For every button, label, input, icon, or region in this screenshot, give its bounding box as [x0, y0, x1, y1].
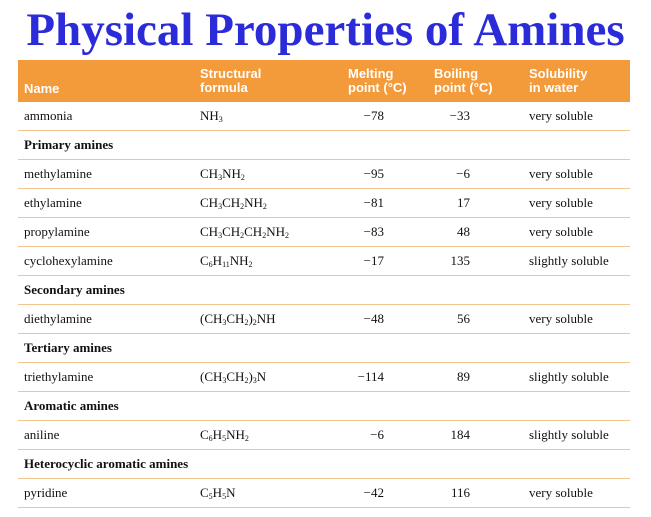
- table-row: aniline C6H5NH2 −6 184 slightly soluble: [18, 421, 630, 450]
- boiling-point: 116: [450, 485, 470, 500]
- table-row: propylamine CH3CH2CH2NH2 −83 48 very soluble: [18, 218, 630, 247]
- structural-formula: C6H5NH2: [200, 427, 249, 443]
- melting-point: −95: [363, 166, 384, 181]
- melting-point: −17: [363, 253, 384, 268]
- melting-point: −78: [363, 108, 384, 123]
- header-formula-line1: Structural: [200, 66, 262, 81]
- solubility: slightly soluble: [529, 427, 609, 442]
- group-header-row: Primary amines: [18, 131, 630, 160]
- group-label: Aromatic amines: [24, 398, 119, 413]
- melting-point: −42: [363, 485, 384, 500]
- table-row: triethylamine (CH3CH2)3N −114 89 slightly so…: [18, 363, 630, 392]
- structural-formula: CH3NH2: [200, 166, 245, 182]
- boiling-point: 184: [450, 427, 471, 442]
- header-boiling-line1: Boiling: [434, 66, 479, 81]
- melting-point: −114: [357, 369, 384, 384]
- structural-formula: C5H5N: [200, 485, 236, 501]
- melting-point: −48: [363, 311, 384, 326]
- header-solubility-line2: in water: [529, 80, 579, 95]
- amine-name: ethylamine: [24, 195, 82, 210]
- table-header: Name Structural formula Melting point (°…: [18, 60, 630, 102]
- header-melting-line2: point (°C): [348, 80, 407, 95]
- table-row: methylamine CH3NH2 −95 −6 very soluble: [18, 160, 630, 189]
- melting-point: −6: [370, 427, 384, 442]
- group-header-row: Secondary amines: [18, 276, 630, 305]
- header-boiling-line2: point (°C): [434, 80, 493, 95]
- solubility: very soluble: [529, 166, 593, 181]
- boiling-point: −33: [449, 108, 470, 123]
- amine-name: propylamine: [24, 224, 90, 239]
- table-body: ammonia NH3 −78 −33 very soluble Primary amin…: [18, 102, 630, 508]
- amine-name: ammonia: [24, 108, 73, 123]
- header-solubility-line1: Solubility: [529, 66, 588, 81]
- amine-name: diethylamine: [24, 311, 92, 326]
- boiling-point: 135: [450, 253, 471, 268]
- group-label: Primary amines: [24, 137, 114, 152]
- structural-formula: C6H11NH2: [200, 253, 253, 269]
- solubility: slightly soluble: [529, 253, 609, 268]
- solubility: very soluble: [529, 485, 593, 500]
- table-row: ethylamine CH3CH2NH2 −81 17 very soluble: [18, 189, 630, 218]
- amine-name: pyridine: [24, 485, 68, 500]
- group-header-row: Tertiary amines: [18, 334, 630, 363]
- amine-name: cyclohexylamine: [24, 253, 113, 268]
- amine-name: triethylamine: [24, 369, 94, 384]
- solubility: very soluble: [529, 195, 593, 210]
- table-row: diethylamine (CH3CH2)2NH −48 56 very soluble: [18, 305, 630, 334]
- group-label: Secondary amines: [24, 282, 125, 297]
- structural-formula: CH3CH2CH2NH2: [200, 224, 289, 240]
- header-name: Name: [24, 81, 60, 96]
- boiling-point: −6: [456, 166, 470, 181]
- amine-name: methylamine: [24, 166, 92, 181]
- solubility: very soluble: [529, 224, 593, 239]
- group-header-row: Aromatic amines: [18, 392, 630, 421]
- header-formula-line2: formula: [200, 80, 248, 95]
- amines-table: Name Structural formula Melting point (°…: [18, 60, 630, 508]
- melting-point: −83: [363, 224, 384, 239]
- group-label: Tertiary amines: [24, 340, 112, 355]
- group-header-row: Heterocyclic aromatic amines: [18, 450, 630, 479]
- table-row: cyclohexylamine C6H11NH2 −17 135 slightly so…: [18, 247, 630, 276]
- structural-formula: CH3CH2NH2: [200, 195, 267, 211]
- header-melting-line1: Melting: [348, 66, 394, 81]
- solubility: slightly soluble: [529, 369, 609, 384]
- boiling-point: 89: [457, 369, 470, 384]
- table-row: ammonia NH3 −78 −33 very soluble: [18, 102, 630, 131]
- boiling-point: 17: [457, 195, 470, 210]
- amine-name: aniline: [24, 427, 60, 442]
- boiling-point: 48: [457, 224, 470, 239]
- boiling-point: 56: [457, 311, 470, 326]
- page-title: Physical Properties of Amines: [26, 4, 625, 56]
- structural-formula: NH3: [200, 108, 223, 124]
- melting-point: −81: [363, 195, 384, 210]
- table-row: pyridine C5H5N −42 116 very soluble: [18, 479, 630, 508]
- group-label: Heterocyclic aromatic amines: [24, 456, 189, 471]
- structural-formula: (CH3CH2)3N: [200, 369, 267, 385]
- solubility: very soluble: [529, 311, 593, 326]
- structural-formula: (CH3CH2)2NH: [200, 311, 276, 327]
- solubility: very soluble: [529, 108, 593, 123]
